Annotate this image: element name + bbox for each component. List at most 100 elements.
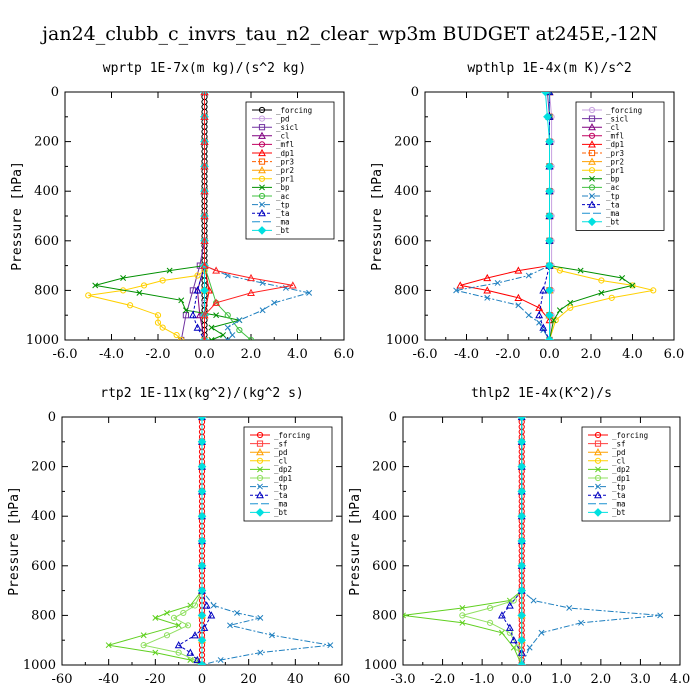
y-tick-label: 400 <box>34 184 59 199</box>
data-point <box>175 649 182 656</box>
x-tick-label: 2.0 <box>241 347 262 362</box>
x-tick-label: 6.0 <box>334 347 355 362</box>
data-point <box>200 311 209 319</box>
legend-label: _dp1 <box>274 474 292 483</box>
legend-marker <box>595 483 601 490</box>
x-tick-label: -40 <box>98 672 119 687</box>
data-point <box>92 282 99 289</box>
data-point <box>200 92 209 96</box>
data-point <box>154 312 162 319</box>
legend-marker <box>258 175 266 182</box>
data-point <box>505 623 514 631</box>
legend-label: _ma <box>274 500 288 509</box>
data-point <box>498 629 505 636</box>
data-point <box>170 614 178 621</box>
data-point <box>459 605 466 611</box>
series-line-tp <box>455 92 550 340</box>
legend-marker <box>594 491 602 499</box>
figure-title: jan24_clubb_c_invrs_tau_n2_clear_wp3m BU… <box>40 23 658 45</box>
legend: _forcing_pd_sicl_cl_mfl_dp1_pr3_pr2_pr1_… <box>245 101 335 240</box>
data-point <box>556 267 563 274</box>
data-point <box>163 632 171 639</box>
legend-marker <box>595 466 601 473</box>
legend-box <box>581 426 671 522</box>
data-point <box>197 437 207 447</box>
legend-label: _sicl <box>606 114 629 123</box>
panel-1: wprtp 1E-7x(m kg)/(s^2 kg) Pressure [hPa]… <box>10 61 354 362</box>
data-point <box>186 648 195 656</box>
x-tick-label: -6.0 <box>412 347 437 362</box>
legend-marker <box>588 115 596 122</box>
data-point <box>247 288 255 296</box>
data-point <box>197 536 207 546</box>
x-tick-label: 0.0 <box>511 672 532 687</box>
data-point <box>105 642 112 649</box>
legend-box <box>243 426 333 522</box>
legend-marker <box>594 474 602 482</box>
data-point <box>259 280 266 286</box>
data-point <box>483 273 492 282</box>
y-tick-label: 0 <box>411 85 419 100</box>
data-point <box>657 612 664 619</box>
data-point <box>194 272 201 279</box>
data-point <box>191 602 199 609</box>
data-point <box>514 644 521 651</box>
y-tick-label: 600 <box>372 559 397 574</box>
x-tick-label: 2.0 <box>581 347 602 362</box>
data-point <box>197 660 207 665</box>
y-tick-label: 0 <box>389 410 397 425</box>
legend-marker <box>257 226 267 235</box>
x-tick-label: 1.0 <box>551 672 572 687</box>
y-tick-label: 0 <box>48 410 56 425</box>
data-point <box>578 619 585 626</box>
data-point <box>178 297 185 304</box>
legend-marker <box>256 431 264 439</box>
data-point <box>200 236 209 244</box>
data-point <box>483 286 492 294</box>
data-point <box>459 612 466 619</box>
y-tick-label: 200 <box>372 460 397 475</box>
legend-box <box>575 101 665 231</box>
legend: _forcing_sf_pd_cl_dp2_dp1_tp_ta_ma_bt <box>581 426 671 522</box>
legend-label: _pr1 <box>606 166 624 175</box>
legend-label: _sf <box>274 439 288 448</box>
data-point <box>202 601 211 609</box>
legend-label: _tp <box>276 200 290 209</box>
series-line-dp2 <box>403 417 523 665</box>
data-point <box>517 660 527 665</box>
data-point <box>212 298 221 306</box>
data-point <box>180 609 187 617</box>
legend-label: _ma <box>612 500 626 509</box>
legend-label: _dp1 <box>606 140 624 149</box>
data-point <box>208 337 215 340</box>
y-tick-label: 1000 <box>23 658 56 673</box>
data-point <box>120 275 127 281</box>
data-point <box>494 280 501 286</box>
data-point <box>556 307 563 314</box>
legend-label: _bp <box>606 175 620 184</box>
legend-label: _dp1 <box>612 474 630 483</box>
legend-label: _dp2 <box>274 465 292 474</box>
series-group <box>105 417 334 665</box>
data-point <box>598 277 605 284</box>
legend-marker <box>258 166 266 174</box>
data-point <box>210 602 217 609</box>
legend-marker <box>588 149 596 157</box>
data-point <box>200 187 209 195</box>
data-point <box>247 336 255 340</box>
x-tick-label: 4.0 <box>670 672 691 687</box>
legend-marker <box>256 474 264 482</box>
y-tick-label: 800 <box>34 283 59 298</box>
legend-label: _ta <box>276 209 290 218</box>
data-point <box>545 162 554 171</box>
legend-marker <box>588 167 596 174</box>
legend-label: _pr1 <box>276 175 294 184</box>
legend: _forcing_sicl_cl_mfl_dp1_pr3_pr2_pr1_bp_… <box>575 101 665 231</box>
panel-title: wprtp 1E-7x(m kg)/(s^2 kg) <box>103 61 307 76</box>
data-point <box>517 462 527 471</box>
legend-marker <box>594 448 602 456</box>
y-tick-label: 200 <box>34 135 59 150</box>
legend-marker <box>594 440 602 447</box>
legend-label: _pd <box>274 448 288 457</box>
data-point <box>236 317 243 324</box>
